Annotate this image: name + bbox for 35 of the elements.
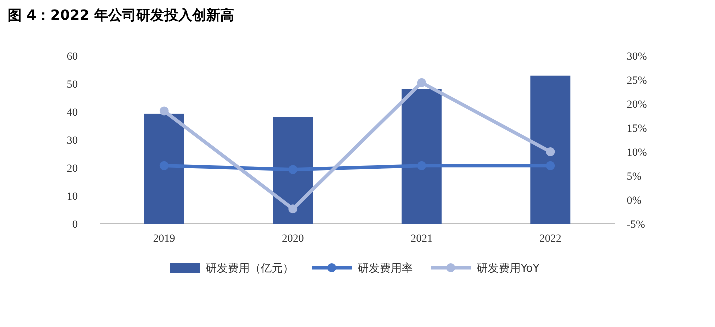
point [546, 148, 556, 156]
legend-label: 研发费用（亿元） [206, 262, 294, 275]
chart-title: 图 4：2022 年公司研发投入创新高 [8, 7, 234, 24]
y2-tick-label: 15% [627, 123, 648, 135]
bar [273, 117, 314, 224]
y2-tick-label: 30% [627, 51, 648, 63]
x-tick-label: 2020 [282, 233, 305, 245]
y2-tick-label: 5% [627, 171, 642, 183]
bar [144, 114, 184, 224]
y2-tick-label: 0% [627, 195, 642, 207]
point [288, 165, 298, 174]
y-tick-label: 10 [67, 191, 78, 203]
y2-tick-label: 25% [627, 75, 648, 87]
point [288, 204, 298, 214]
x-tick-label: 2019 [153, 233, 176, 245]
bar [530, 76, 571, 224]
x-tick-label: 2021 [410, 233, 433, 245]
y2-tick-label: -5% [627, 219, 646, 231]
point [546, 161, 556, 170]
legend-label: 研发费用率 [358, 262, 413, 275]
y-tick-label: 0 [72, 219, 78, 231]
y-tick-label: 40 [67, 107, 78, 119]
x-tick-label: 2022 [540, 233, 562, 245]
y2-tick-label: 20% [627, 99, 648, 111]
bar [402, 89, 442, 224]
y-tick-label: 30 [67, 135, 78, 147]
point [160, 106, 169, 116]
point [160, 161, 169, 170]
legend-label: 研发费用YoY [477, 262, 540, 275]
y-tick-label: 60 [67, 51, 78, 63]
point [417, 161, 426, 170]
y-tick-label: 20 [67, 163, 78, 175]
y2-tick-label: 10% [627, 147, 648, 159]
point [417, 78, 426, 88]
y-tick-label: 50 [67, 79, 78, 91]
